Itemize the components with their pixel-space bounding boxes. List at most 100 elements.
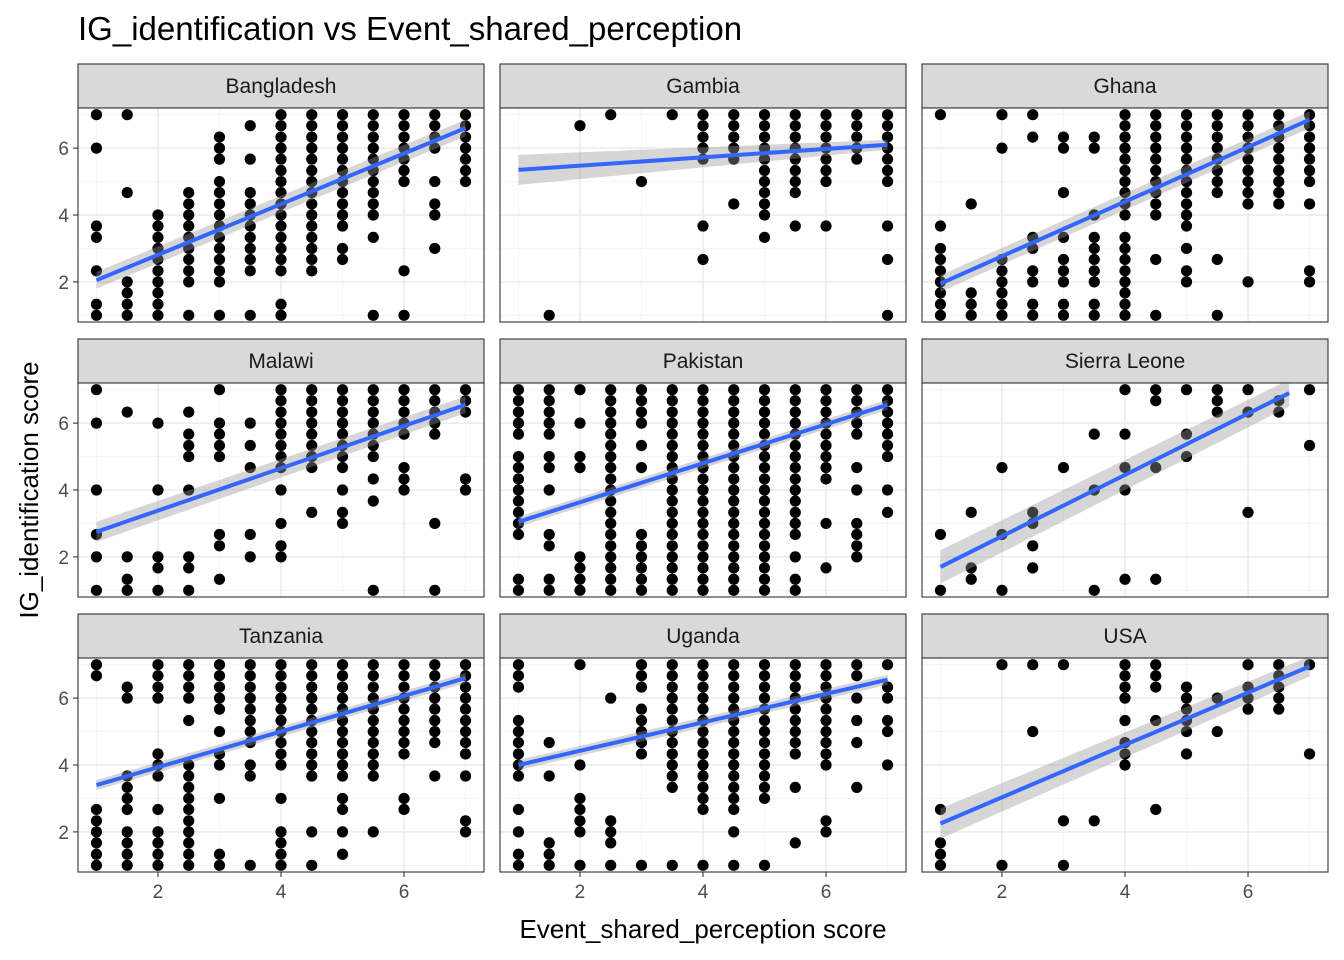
data-point: [244, 659, 256, 671]
data-point: [574, 815, 586, 827]
data-point: [121, 276, 133, 288]
data-point: [367, 231, 379, 244]
data-point: [183, 859, 195, 871]
data-point: [635, 528, 648, 541]
data-point: [336, 209, 349, 221]
data-point: [244, 461, 256, 474]
data-point: [429, 175, 441, 188]
data-point: [728, 198, 740, 210]
data-point: [1211, 309, 1223, 321]
data-point: [666, 109, 678, 121]
data-point: [1150, 384, 1162, 396]
data-point: [789, 670, 801, 682]
data-point: [666, 384, 678, 396]
data-point: [398, 428, 410, 440]
data-point: [789, 473, 801, 485]
data-point: [666, 551, 678, 563]
data-point: [758, 781, 771, 794]
data-point: [1180, 276, 1193, 288]
data-point: [1150, 153, 1162, 165]
data-point: [1273, 109, 1285, 121]
data-point: [367, 406, 379, 418]
data-point: [306, 265, 318, 277]
data-point: [789, 120, 801, 132]
data-point: [881, 506, 894, 519]
data-point: [758, 209, 771, 221]
data-point: [934, 837, 947, 849]
data-point: [429, 703, 441, 715]
data-point: [574, 551, 586, 563]
data-point: [336, 198, 349, 210]
data-point: [121, 186, 133, 199]
data-point: [820, 164, 832, 177]
facet-strip: [499, 338, 907, 384]
data-point: [183, 562, 195, 574]
data-point: [666, 517, 678, 530]
data-point: [1150, 209, 1162, 221]
data-point: [429, 725, 441, 738]
data-point: [367, 748, 379, 760]
data-point: [820, 439, 832, 452]
data-point: [851, 109, 863, 121]
data-point: [758, 484, 771, 496]
data-point: [697, 450, 709, 463]
data-point: [1119, 384, 1131, 396]
data-point: [820, 406, 832, 418]
data-point: [459, 109, 472, 121]
data-point: [1242, 175, 1254, 188]
data-point: [605, 815, 617, 827]
data-point: [965, 287, 977, 299]
facet-strip-label: Malawi: [248, 350, 313, 373]
data-point: [820, 748, 832, 760]
data-point: [1027, 562, 1039, 574]
data-point: [1150, 164, 1162, 177]
data-point: [1303, 109, 1316, 121]
data-point: [1211, 186, 1223, 199]
facet-panel-uganda: Uganda: [499, 613, 907, 873]
data-point: [789, 131, 801, 143]
data-point: [121, 551, 133, 563]
data-point: [275, 792, 287, 805]
data-point: [1150, 681, 1162, 693]
data-point: [666, 450, 678, 463]
data-point: [367, 186, 379, 199]
data-point: [90, 109, 103, 121]
panel-border: [499, 382, 907, 598]
data-point: [1088, 584, 1100, 596]
data-point: [881, 759, 894, 771]
facet-strip: [77, 63, 485, 109]
data-point: [90, 309, 103, 321]
data-point: [275, 417, 287, 429]
data-point: [996, 461, 1008, 474]
data-point: [183, 781, 195, 794]
data-point: [697, 395, 709, 407]
data-point: [851, 736, 863, 749]
data-point: [244, 770, 256, 782]
data-point: [1180, 725, 1193, 738]
data-point: [728, 803, 740, 816]
data-point: [1119, 461, 1131, 474]
data-point: [820, 120, 832, 132]
data-point: [336, 186, 349, 199]
data-point: [1180, 198, 1193, 210]
data-point: [1027, 309, 1039, 321]
data-point: [244, 714, 256, 727]
data-point: [152, 659, 164, 671]
data-point: [306, 439, 318, 452]
data-point: [1119, 748, 1131, 760]
data-point: [666, 736, 678, 749]
data-point: [336, 725, 349, 738]
data-point: [398, 670, 410, 682]
data-point: [635, 748, 648, 760]
data-point: [789, 517, 801, 530]
data-point: [459, 473, 472, 485]
data-point: [697, 692, 709, 704]
data-point: [1057, 231, 1070, 244]
data-point: [213, 309, 226, 321]
data-point: [820, 131, 832, 143]
data-point: [512, 406, 525, 418]
data-point: [367, 681, 379, 693]
data-point: [934, 298, 947, 310]
facet-panel-tanzania: Tanzania: [77, 613, 485, 873]
data-point: [398, 461, 410, 474]
